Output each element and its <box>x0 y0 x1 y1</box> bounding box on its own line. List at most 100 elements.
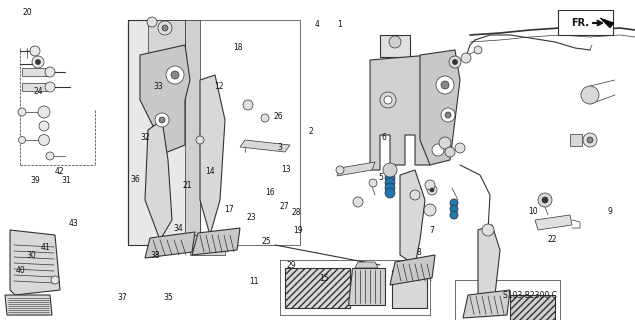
Circle shape <box>196 136 204 144</box>
Text: 25: 25 <box>262 237 272 246</box>
Circle shape <box>450 199 458 207</box>
Text: 34: 34 <box>173 224 183 233</box>
Polygon shape <box>420 50 460 165</box>
Circle shape <box>243 100 253 110</box>
Circle shape <box>432 144 444 156</box>
Text: 7: 7 <box>429 226 434 235</box>
Circle shape <box>449 56 461 68</box>
Polygon shape <box>190 235 225 255</box>
Text: 33: 33 <box>154 82 164 91</box>
Polygon shape <box>10 230 60 295</box>
Circle shape <box>581 86 599 104</box>
Circle shape <box>455 143 465 153</box>
Circle shape <box>147 17 157 27</box>
Text: 14: 14 <box>204 167 215 176</box>
Circle shape <box>385 183 395 193</box>
Circle shape <box>410 190 420 200</box>
Polygon shape <box>370 55 435 170</box>
Circle shape <box>162 25 168 31</box>
Text: FR.: FR. <box>571 18 589 28</box>
Text: 43: 43 <box>68 219 78 228</box>
Text: 17: 17 <box>224 205 234 214</box>
Circle shape <box>439 137 451 149</box>
Circle shape <box>441 108 455 122</box>
Text: 38: 38 <box>150 252 161 260</box>
Text: 35: 35 <box>163 293 173 302</box>
Circle shape <box>385 173 395 183</box>
Circle shape <box>445 112 451 118</box>
Text: 41: 41 <box>40 243 50 252</box>
Text: 32: 32 <box>140 133 150 142</box>
Text: 22: 22 <box>548 235 557 244</box>
Polygon shape <box>240 140 290 152</box>
Text: 9: 9 <box>607 207 612 216</box>
Circle shape <box>424 204 436 216</box>
Circle shape <box>427 185 437 195</box>
Polygon shape <box>600 18 614 28</box>
Circle shape <box>453 60 457 65</box>
Text: 12: 12 <box>215 82 224 91</box>
Text: 28: 28 <box>292 208 301 217</box>
Polygon shape <box>535 215 572 230</box>
Circle shape <box>425 180 435 190</box>
Text: 40: 40 <box>16 266 26 275</box>
Text: 24: 24 <box>33 87 43 96</box>
Text: 37: 37 <box>117 293 128 302</box>
Text: 3: 3 <box>277 143 282 152</box>
Polygon shape <box>390 255 435 285</box>
Circle shape <box>461 53 471 63</box>
Text: 31: 31 <box>62 176 72 185</box>
Text: 36: 36 <box>130 175 140 184</box>
Circle shape <box>159 117 165 123</box>
Polygon shape <box>400 170 425 265</box>
Polygon shape <box>148 20 185 60</box>
Polygon shape <box>22 68 50 76</box>
Text: 39: 39 <box>30 176 41 185</box>
Circle shape <box>353 197 363 207</box>
Text: 13: 13 <box>281 165 291 174</box>
Polygon shape <box>478 225 500 310</box>
Circle shape <box>171 71 179 79</box>
Bar <box>510 295 555 320</box>
Circle shape <box>445 147 455 157</box>
Polygon shape <box>355 262 378 268</box>
Polygon shape <box>185 20 200 245</box>
Bar <box>392 270 427 308</box>
Polygon shape <box>140 45 190 155</box>
Circle shape <box>385 178 395 188</box>
Bar <box>570 134 582 146</box>
Text: 26: 26 <box>273 112 283 121</box>
Circle shape <box>583 133 597 147</box>
Text: 23: 23 <box>246 213 256 222</box>
Text: 2: 2 <box>309 127 314 136</box>
Text: S103-B2300 C: S103-B2300 C <box>503 292 557 300</box>
Circle shape <box>380 92 396 108</box>
Circle shape <box>46 152 54 160</box>
Text: 18: 18 <box>234 43 243 52</box>
Circle shape <box>436 76 454 94</box>
Bar <box>380 35 410 57</box>
Circle shape <box>389 36 401 48</box>
Polygon shape <box>22 83 50 91</box>
Text: 16: 16 <box>265 188 275 196</box>
Text: 4: 4 <box>315 20 320 28</box>
Polygon shape <box>145 232 195 258</box>
Circle shape <box>474 46 482 54</box>
Circle shape <box>441 81 449 89</box>
Text: 10: 10 <box>528 207 538 216</box>
Circle shape <box>32 56 44 68</box>
Text: 29: 29 <box>286 261 296 270</box>
Bar <box>285 268 350 308</box>
Circle shape <box>18 137 25 143</box>
Circle shape <box>45 67 55 77</box>
Text: 19: 19 <box>293 226 304 235</box>
Circle shape <box>482 224 494 236</box>
Circle shape <box>158 21 172 35</box>
Circle shape <box>385 188 395 198</box>
Circle shape <box>369 179 377 187</box>
Text: 8: 8 <box>417 248 422 257</box>
Text: 1: 1 <box>337 20 342 28</box>
Text: 6: 6 <box>382 133 387 142</box>
Circle shape <box>450 211 458 219</box>
Circle shape <box>30 46 40 56</box>
